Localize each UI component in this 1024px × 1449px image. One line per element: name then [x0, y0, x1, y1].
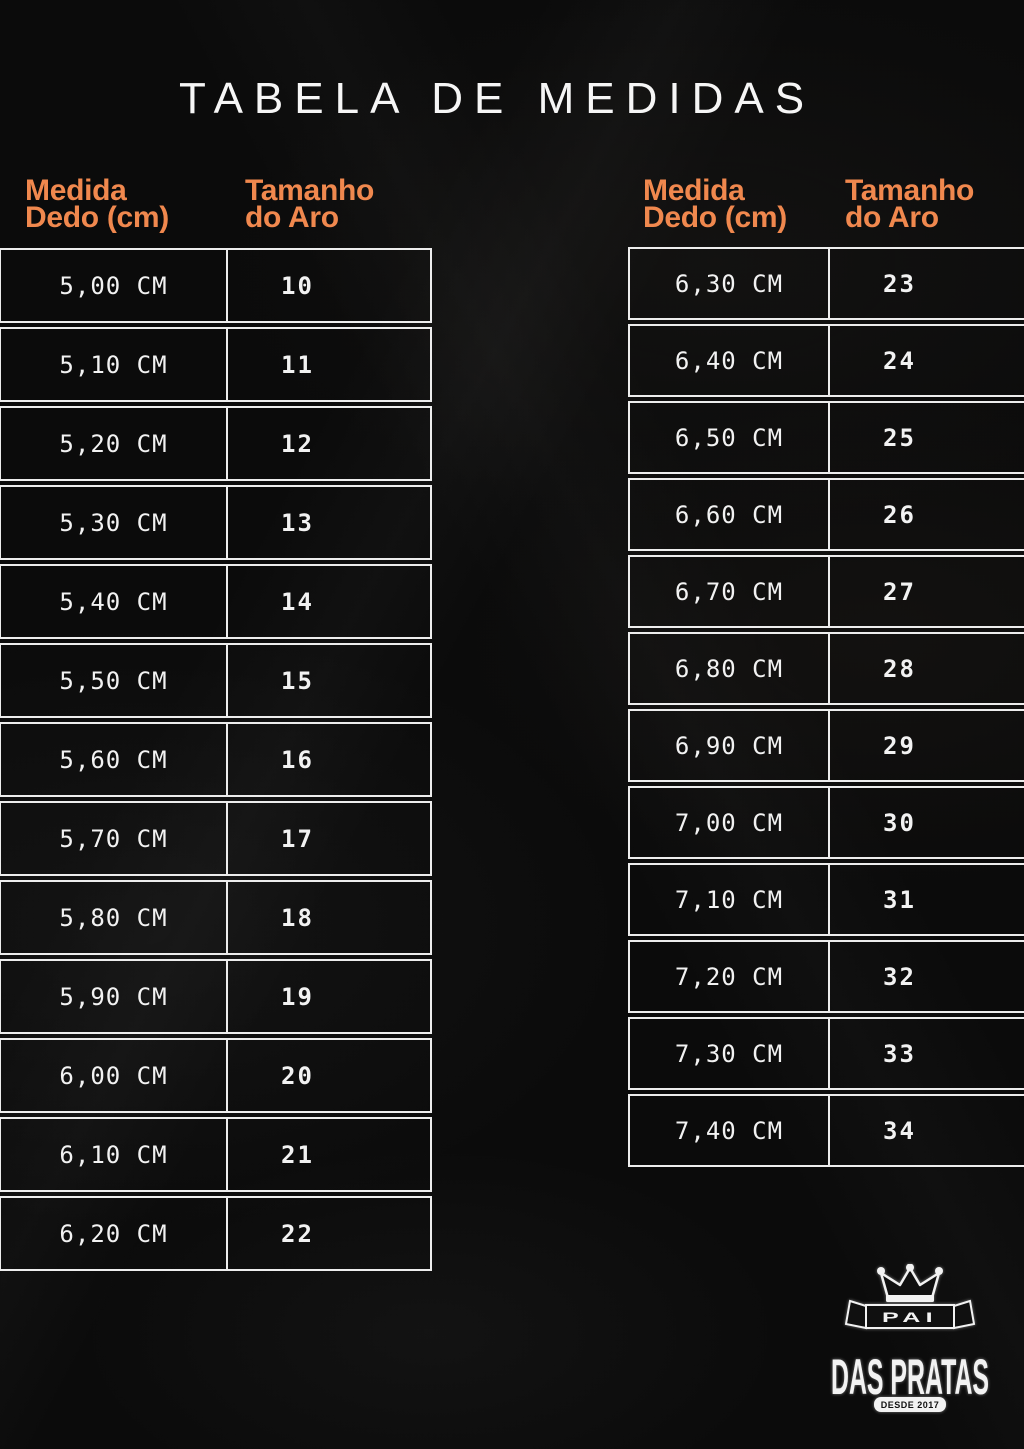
column-header-tamanho-aro-right: Tamanho do Aro [845, 174, 975, 234]
finger-measure-cell: 7,40 CM [628, 1094, 830, 1167]
ring-size-cell: 32 [830, 940, 1024, 1013]
ring-size-cell: 18 [228, 880, 432, 955]
finger-measure-cell: 5,90 CM [0, 959, 228, 1034]
ring-size-cell: 26 [830, 478, 1024, 551]
ring-size-cell: 15 [228, 643, 432, 718]
finger-measure-cell: 6,60 CM [628, 478, 830, 551]
ring-size-cell: 27 [830, 555, 1024, 628]
ring-size-cell: 19 [228, 959, 432, 1034]
finger-measure-cell: 6,50 CM [628, 401, 830, 474]
table-row: 5,30 CM 13 [0, 485, 432, 560]
table-row: 6,10 CM 21 [0, 1117, 432, 1192]
column-header-medida-dedo-left: Medida Dedo (cm) [25, 174, 169, 234]
finger-measure-cell: 5,50 CM [0, 643, 228, 718]
table-row: 7,20 CM 32 [628, 940, 1024, 1013]
ring-size-cell: 12 [228, 406, 432, 481]
banner-ribbon: PAI [844, 1299, 976, 1330]
table-row: 7,40 CM 34 [628, 1094, 1024, 1167]
header-line: Dedo (cm) [25, 201, 169, 234]
crown-icon [877, 1263, 943, 1302]
finger-measure-cell: 6,00 CM [0, 1038, 228, 1113]
logo-since-text: DESDE 2017 [881, 1400, 940, 1410]
table-row: 6,30 CM 23 [628, 247, 1024, 320]
table-row: 6,20 CM 22 [0, 1196, 432, 1271]
finger-measure-cell: 5,00 CM [0, 248, 228, 323]
header-line: Medida [25, 174, 127, 207]
ring-size-cell: 33 [830, 1017, 1024, 1090]
ring-size-cell: 29 [830, 709, 1024, 782]
table-row: 6,40 CM 24 [628, 324, 1024, 397]
ring-size-cell: 17 [228, 801, 432, 876]
table-row: 6,70 CM 27 [628, 555, 1024, 628]
ring-size-cell: 25 [830, 401, 1024, 474]
column-header-medida-dedo-right: Medida Dedo (cm) [643, 174, 787, 234]
finger-measure-cell: 6,20 CM [0, 1196, 228, 1271]
ring-size-cell: 34 [830, 1094, 1024, 1167]
finger-measure-cell: 6,40 CM [628, 324, 830, 397]
header-line: Dedo (cm) [643, 201, 787, 234]
table-row: 5,70 CM 17 [0, 801, 432, 876]
finger-measure-cell: 7,20 CM [628, 940, 830, 1013]
table-row: 5,20 CM 12 [0, 406, 432, 481]
finger-measure-cell: 6,10 CM [0, 1117, 228, 1192]
table-row: 6,50 CM 25 [628, 401, 1024, 474]
ring-size-cell: 10 [228, 248, 432, 323]
header-line: Medida [643, 174, 745, 207]
finger-measure-cell: 5,40 CM [0, 564, 228, 639]
table-row: 5,00 CM 10 [0, 248, 432, 323]
finger-measure-cell: 5,20 CM [0, 406, 228, 481]
ring-size-cell: 23 [830, 247, 1024, 320]
column-header-tamanho-aro-left: Tamanho do Aro [245, 174, 375, 234]
ring-size-cell: 16 [228, 722, 432, 797]
finger-measure-cell: 6,30 CM [628, 247, 830, 320]
logo-since-badge: DESDE 2017 [874, 1397, 946, 1412]
logo-name-text: DAS PRATAS [831, 1349, 989, 1405]
table-row: 6,90 CM 29 [628, 709, 1024, 782]
table-row: 7,10 CM 31 [628, 863, 1024, 936]
finger-measure-cell: 5,70 CM [0, 801, 228, 876]
table-row: 5,50 CM 15 [0, 643, 432, 718]
finger-measure-cell: 6,70 CM [628, 555, 830, 628]
table-row: 5,10 CM 11 [0, 327, 432, 402]
ring-size-cell: 22 [228, 1196, 432, 1271]
finger-measure-cell: 5,30 CM [0, 485, 228, 560]
table-row: 6,80 CM 28 [628, 632, 1024, 705]
table-row: 5,80 CM 18 [0, 880, 432, 955]
table-row: 6,00 CM 20 [0, 1038, 432, 1113]
ring-size-cell: 11 [228, 327, 432, 402]
ring-size-cell: 24 [830, 324, 1024, 397]
finger-measure-cell: 5,10 CM [0, 327, 228, 402]
finger-measure-cell: 7,30 CM [628, 1017, 830, 1090]
size-table-left: 5,00 CM 10 5,10 CM 11 5,20 CM 12 5,30 CM… [0, 248, 432, 1275]
finger-measure-cell: 6,90 CM [628, 709, 830, 782]
logo-banner-text: PAI [882, 1309, 938, 1325]
table-row: 7,00 CM 30 [628, 786, 1024, 859]
brand-logo: PAI DAS PRATAS DESDE 2017 [826, 1263, 994, 1416]
finger-measure-cell: 7,10 CM [628, 863, 830, 936]
ring-size-cell: 14 [228, 564, 432, 639]
finger-measure-cell: 7,00 CM [628, 786, 830, 859]
header-line: Tamanho [845, 174, 975, 207]
size-table-right: 6,30 CM 23 6,40 CM 24 6,50 CM 25 6,60 CM… [628, 247, 1024, 1171]
ring-size-cell: 13 [228, 485, 432, 560]
ring-size-cell: 31 [830, 863, 1024, 936]
table-row: 6,60 CM 26 [628, 478, 1024, 551]
ring-size-cell: 28 [830, 632, 1024, 705]
table-row: 5,90 CM 19 [0, 959, 432, 1034]
ring-size-cell: 20 [228, 1038, 432, 1113]
ring-size-cell: 30 [830, 786, 1024, 859]
finger-measure-cell: 6,80 CM [628, 632, 830, 705]
page-title: TABELA DE MEDIDAS [178, 74, 816, 123]
ring-size-cell: 21 [228, 1117, 432, 1192]
header-line: Tamanho [245, 174, 375, 207]
header-line: do Aro [245, 201, 339, 234]
table-row: 5,60 CM 16 [0, 722, 432, 797]
finger-measure-cell: 5,80 CM [0, 880, 228, 955]
finger-measure-cell: 5,60 CM [0, 722, 228, 797]
table-row: 5,40 CM 14 [0, 564, 432, 639]
header-line: do Aro [845, 201, 939, 234]
table-row: 7,30 CM 33 [628, 1017, 1024, 1090]
